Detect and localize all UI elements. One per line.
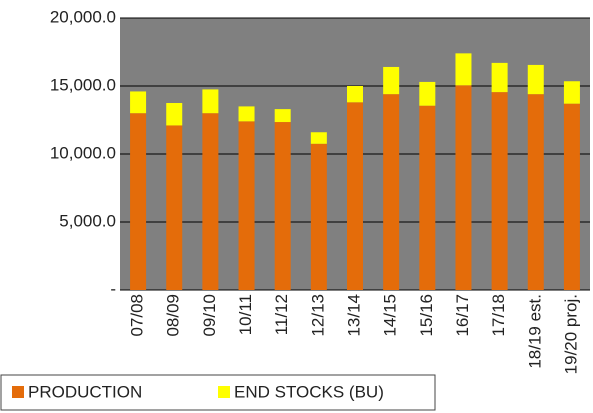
x-tick-label: 12/13 xyxy=(308,294,327,337)
bar-segment xyxy=(455,85,472,290)
bar-segment xyxy=(130,113,147,290)
x-tick-label: 10/11 xyxy=(236,294,255,335)
x-tick-label: 09/10 xyxy=(200,294,219,337)
x-tick-label: 16/17 xyxy=(453,294,472,337)
bar-segment xyxy=(166,125,183,290)
bar-segment xyxy=(310,143,327,290)
bar-segment xyxy=(347,102,363,290)
bar-segment xyxy=(238,106,255,122)
bar-segment xyxy=(347,86,363,103)
bar-segment xyxy=(527,64,544,95)
bar-segment xyxy=(527,94,544,290)
x-tick-label: 15/16 xyxy=(417,294,436,337)
y-tick-label: - xyxy=(110,279,116,298)
x-tick-label: 18/19 est. xyxy=(525,294,544,369)
bar-segment xyxy=(563,103,580,291)
bar-segment xyxy=(202,89,219,114)
bar-segment xyxy=(419,105,436,290)
y-tick-label: 15,000.0 xyxy=(50,75,116,94)
bar-segment xyxy=(455,53,472,86)
legend-label: END STOCKS (BU) xyxy=(234,382,384,401)
legend-label: PRODUCTION xyxy=(28,382,142,401)
bar-segment xyxy=(130,91,147,114)
x-tick-label: 11/12 xyxy=(272,294,291,335)
bar-segment xyxy=(202,113,219,290)
bar-segment xyxy=(383,94,400,290)
bar-segment xyxy=(383,66,400,95)
x-tick-label: 13/14 xyxy=(344,294,363,337)
y-tick-label: 10,000.0 xyxy=(50,143,116,162)
y-tick-label: 20,000.0 xyxy=(50,7,116,26)
bar-segment xyxy=(310,132,327,144)
bar-segment xyxy=(491,62,508,93)
bar-segment xyxy=(166,103,183,126)
bar-segment xyxy=(491,92,508,291)
bar-segment xyxy=(274,109,291,123)
x-tick-label: 07/08 xyxy=(128,294,147,337)
x-tick-label: 17/18 xyxy=(489,294,508,337)
bar-segment xyxy=(238,121,255,290)
legend-swatch xyxy=(218,386,230,398)
x-tick-label: 14/15 xyxy=(381,294,400,337)
legend-swatch xyxy=(12,386,24,398)
y-tick-label: 5,000.0 xyxy=(59,211,116,230)
bar-segment xyxy=(563,81,580,104)
x-tick-label: 19/20 proj. xyxy=(561,294,580,374)
bar-segment xyxy=(274,122,291,290)
bar-segment xyxy=(419,81,436,106)
x-tick-label: 08/09 xyxy=(164,294,183,337)
